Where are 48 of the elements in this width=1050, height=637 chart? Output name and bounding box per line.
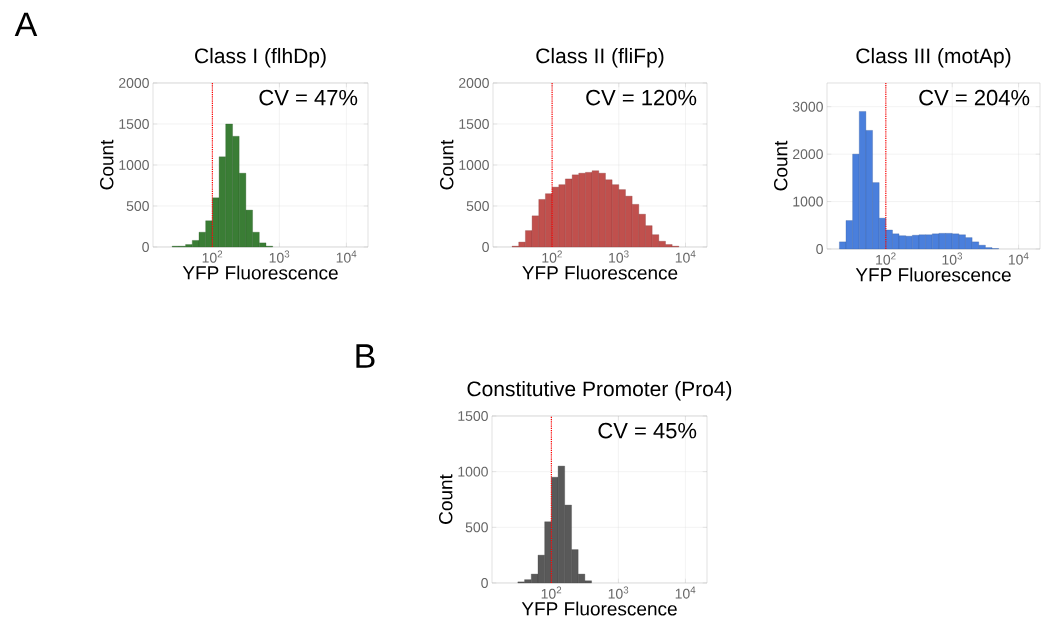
y-tick-label: 500 [466,201,489,211]
annotation: CV = 120% [586,89,697,106]
annotation: CV = 204% [919,89,1030,106]
x-tick-label: 10$^{3}$ [942,252,963,265]
text: A [14,12,38,37]
y-tick-label: 2000 [459,78,489,88]
y-tick-label: 500 [465,522,488,533]
chart-title: Constitutive Promoter (Pro4) [467,380,732,401]
y-tick-label: 0 [816,244,823,254]
y-axis-title: Count [774,140,788,191]
annotation: CV = 45% [598,422,697,439]
x-axis-title: YFP Fluorescence [855,267,1011,282]
y-tick-label: 1500 [459,119,489,129]
x-tick-label: 10$^{3}$ [608,586,629,599]
x-tick-label: 10$^{4}$ [1008,252,1029,265]
y-axis-title: Count [440,139,454,190]
x-axis-title: YFP Fluorescence [521,601,677,616]
y-tick-label: 3000 [792,101,823,112]
chart-title: Class III (motAp) [856,47,1011,68]
y-tick-label: 2000 [793,149,823,160]
y-tick-label: 0 [142,242,149,252]
y-tick-label: 1500 [119,119,149,129]
x-tick-label: 10$^{4}$ [675,586,696,599]
y-tick-label: 500 [126,201,149,211]
text: B [356,344,375,368]
x-axis-title: YFP Fluorescence [182,265,338,280]
y-tick-label: 1000 [458,466,488,477]
x-axis-title: YFP Fluorescence [522,265,678,280]
x-tick-label: 10$^{4}$ [336,250,357,263]
y-tick-label: 1000 [459,160,489,170]
x-tick-label: 10$^{3}$ [609,250,629,263]
chart-title: Class II (fliFp) [536,47,664,68]
y-tick-label: 1500 [458,411,488,421]
x-tick-label: 10$^{2}$ [542,250,562,263]
chart-title: Class I (flhDp) [195,47,326,68]
annotation: CV = 47% [259,89,358,106]
x-tick-label: 10$^{3}$ [269,250,290,263]
y-tick-label: 1000 [119,160,149,170]
y-tick-label: 0 [481,578,488,588]
x-tick-label: 10$^{2}$ [202,250,223,263]
x-tick-label: 10$^{2}$ [541,586,562,599]
x-tick-label: 10$^{2}$ [876,252,896,265]
x-tick-label: 10$^{4}$ [675,250,696,263]
y-tick-label: 2000 [119,78,149,88]
y-tick-label: 1000 [793,196,823,207]
y-tick-label: 0 [482,242,489,252]
y-axis-title: Count [100,139,114,190]
y-axis-title: Count [439,474,453,524]
